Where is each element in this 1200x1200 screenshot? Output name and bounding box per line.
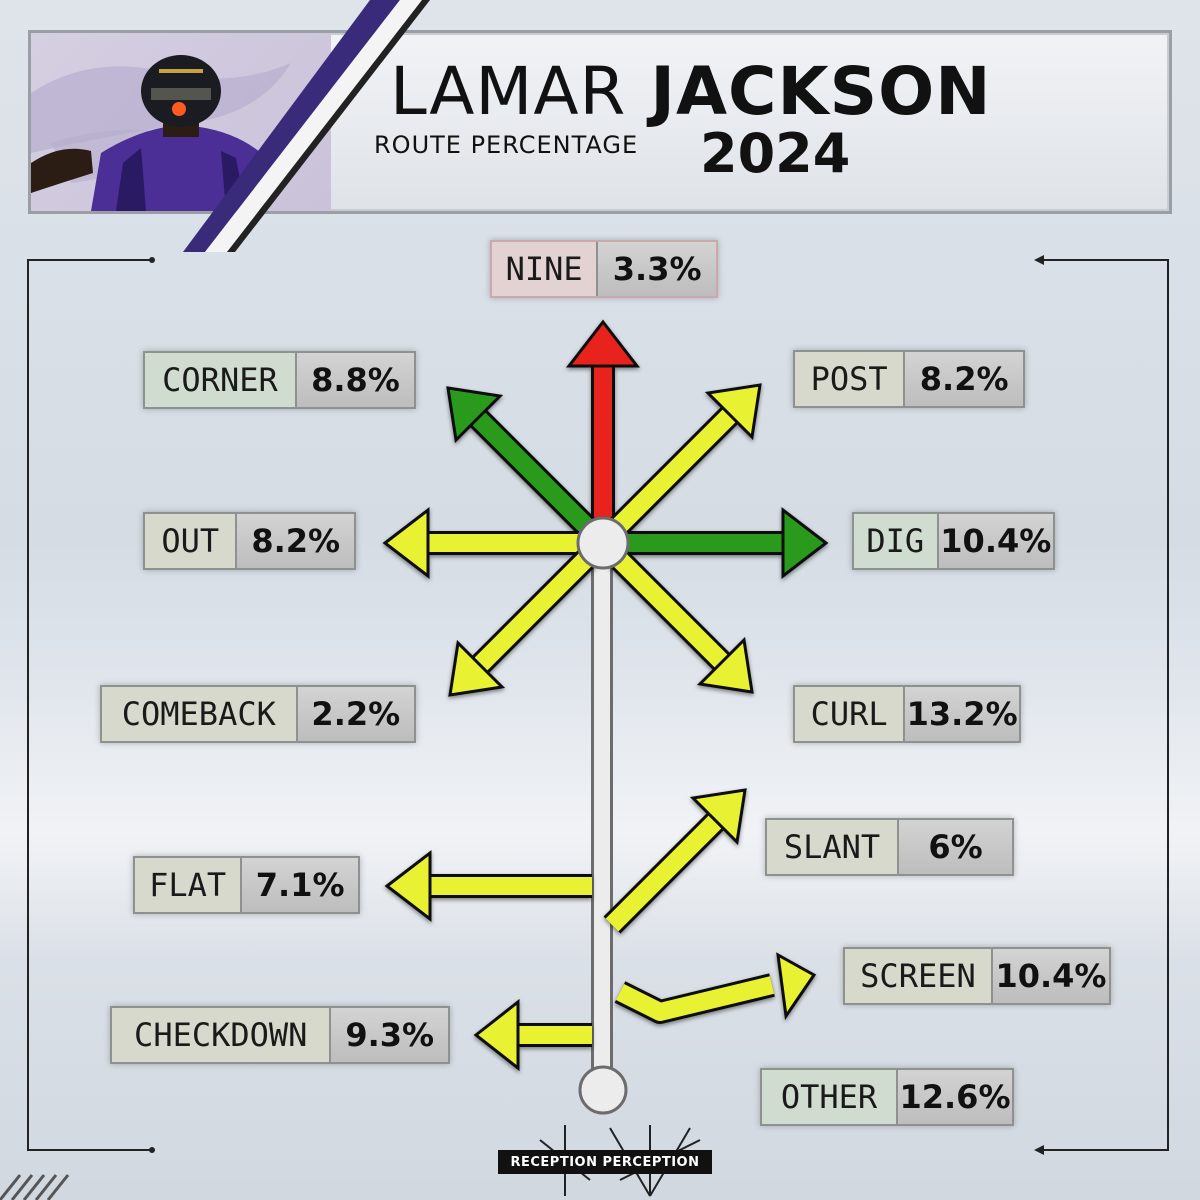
route-percentage: 3.3% (596, 242, 716, 296)
arrow-flat (384, 849, 592, 923)
player-last-name: JACKSON (650, 53, 992, 130)
route-comeback: COMEBACK 2.2% (100, 685, 416, 743)
route-percentage: 2.2% (295, 687, 414, 741)
route-name: FLAT (135, 858, 241, 912)
corner-hatch (0, 1174, 70, 1200)
arrow-post (606, 383, 762, 539)
diagonal-stripe (183, 0, 400, 252)
route-name: SLANT (767, 820, 898, 874)
arrow-corner (446, 386, 599, 539)
frame-lines (27, 259, 1169, 1151)
chart-subtitle: ROUTE PERCENTAGE (374, 131, 639, 159)
route-curl: CURL 13.2% (793, 685, 1021, 743)
route-name: POST (795, 352, 904, 406)
route-post: POST 8.2% (793, 350, 1025, 408)
season-year: 2024 (700, 122, 851, 185)
route-percentage: 12.6% (896, 1070, 1012, 1124)
route-out: OUT 8.2% (143, 512, 356, 570)
route-hub (576, 516, 630, 570)
route-percentage: 6% (897, 820, 1012, 874)
route-percentage: 10.4% (990, 949, 1109, 1003)
reception-perception-logo: RECEPTION PERCEPTION (498, 1150, 712, 1174)
route-corner: CORNER 8.8% (143, 351, 416, 409)
arrow-slant (603, 788, 747, 934)
route-name: OUT (145, 514, 236, 568)
arrow-dig (620, 506, 829, 580)
diagonal-stripe-dark (227, 0, 430, 252)
route-percentage: 13.2% (903, 687, 1019, 741)
route-name: DIG (854, 514, 937, 568)
route-other: OTHER 12.6% (760, 1068, 1014, 1126)
route-name: COMEBACK (102, 687, 296, 741)
route-name: CORNER (145, 353, 295, 407)
diagonal-stripe-white (205, 0, 422, 252)
arrow-out (382, 506, 585, 580)
route-percentage: 9.3% (329, 1008, 448, 1062)
route-name: NINE (492, 242, 597, 296)
route-percentage: 7.1% (240, 858, 358, 912)
route-checkdown: CHECKDOWN 9.3% (110, 1006, 450, 1064)
route-slant: SLANT 6% (765, 818, 1014, 876)
route-percentage: 8.2% (235, 514, 354, 568)
route-name: OTHER (762, 1070, 896, 1124)
route-nine: NINE 3.3% (490, 240, 718, 298)
arrow-comeback (448, 546, 599, 697)
route-name: CURL (795, 687, 904, 741)
route-percentage: 8.2% (903, 352, 1023, 406)
route-screen: SCREEN 10.4% (843, 947, 1111, 1005)
arrow-nine (565, 319, 641, 530)
route-percentage: 8.8% (294, 353, 414, 407)
route-name: CHECKDOWN (112, 1008, 330, 1062)
route-origin (578, 1065, 628, 1115)
arrow-curl (606, 546, 754, 694)
arrow-screen (614, 952, 817, 1024)
arrow-checkdown (473, 998, 592, 1072)
route-flat: FLAT 7.1% (133, 856, 360, 914)
route-percentage: 10.4% (936, 514, 1053, 568)
route-name: SCREEN (845, 949, 991, 1003)
route-dig: DIG 10.4% (852, 512, 1055, 570)
player-name: LAMAR JACKSON (390, 52, 991, 132)
player-first-name: LAMAR (390, 53, 627, 130)
